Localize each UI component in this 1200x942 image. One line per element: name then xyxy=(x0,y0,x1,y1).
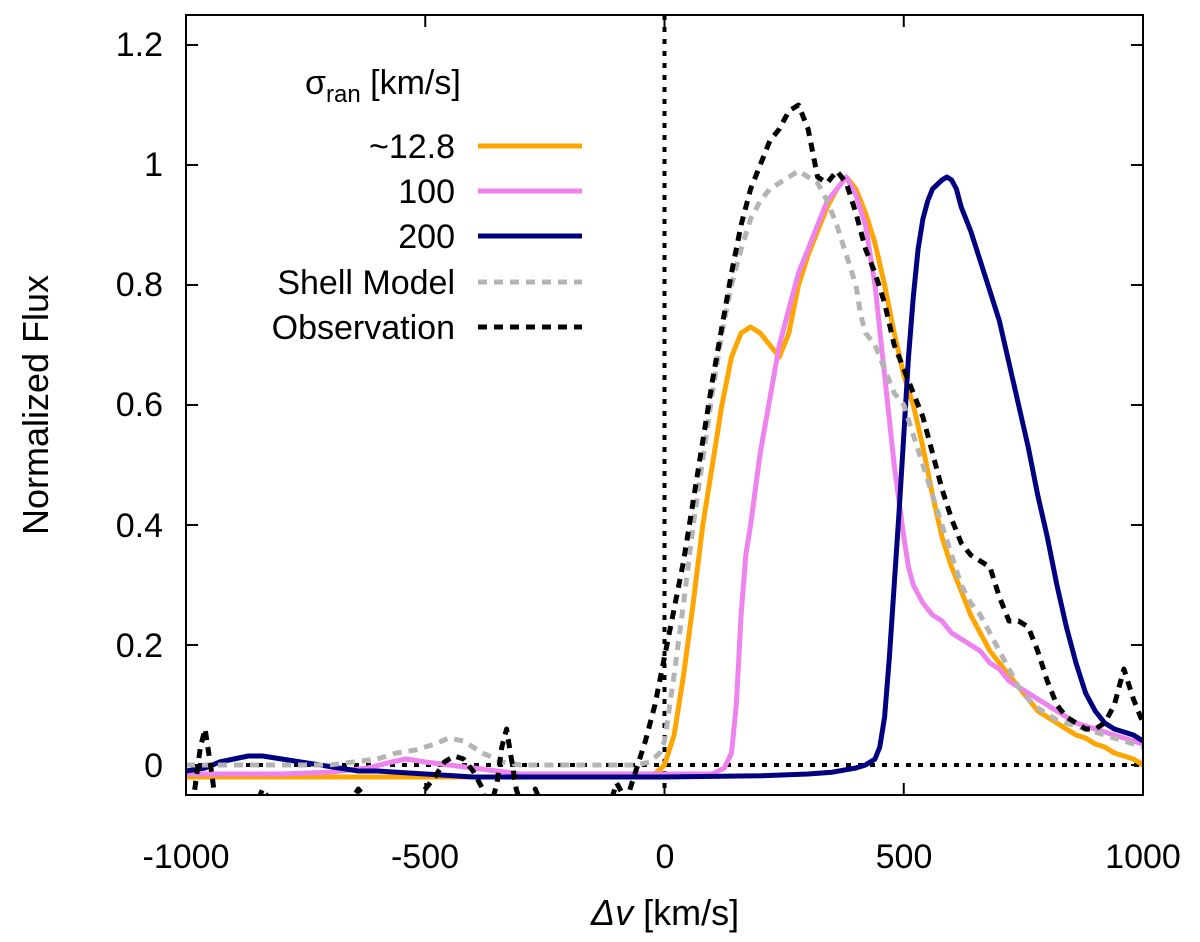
y-tick-label: 0.8 xyxy=(116,266,163,304)
y-axis-title: Normalized Flux xyxy=(15,275,56,535)
x-tick-labels: -1000 -500 0 500 1000 xyxy=(143,838,1181,876)
y-tick-label: 0.2 xyxy=(116,627,163,665)
series-line-12-8 xyxy=(186,174,1143,780)
series-line-observation xyxy=(191,102,1143,795)
y-tick-labels: 0 0.2 0.4 0.6 0.8 1 1.2 xyxy=(116,26,163,785)
legend-title-unit: [km/s] xyxy=(361,64,461,102)
legend: σran [km/s] ~12.8 100 200 Shell Model Ob… xyxy=(272,64,582,347)
x-tick-label: -1000 xyxy=(143,838,230,876)
x-axis-unit: [km/s] xyxy=(633,892,739,933)
y-tick-label: 0 xyxy=(144,747,163,785)
legend-title-subscript: ran xyxy=(326,81,361,108)
plot-area xyxy=(186,15,1143,795)
x-tick-label: 0 xyxy=(656,838,675,876)
legend-label: 100 xyxy=(398,173,455,211)
series-lines xyxy=(186,102,1143,795)
legend-title-symbol: σ xyxy=(305,64,326,102)
y-tick-label: 0.4 xyxy=(116,507,163,545)
legend-swatches xyxy=(478,143,582,330)
x-axis-symbol: Δv xyxy=(590,892,635,933)
x-tick-label: -500 xyxy=(391,838,459,876)
legend-label: Shell Model xyxy=(277,264,455,302)
y-tick-label: 1 xyxy=(144,146,163,184)
plot-frame xyxy=(185,14,1144,796)
x-tick-label: 1000 xyxy=(1105,838,1181,876)
y-tick-label: 1.2 xyxy=(116,26,163,64)
y-tick-label: 0.6 xyxy=(116,386,163,424)
series-line-200 xyxy=(186,174,1143,780)
legend-label: Observation xyxy=(272,309,455,347)
x-axis-title: Δv [km/s] xyxy=(590,892,739,933)
legend-title: σran [km/s] xyxy=(305,64,461,108)
legend-label: 200 xyxy=(398,218,455,256)
x-tick-label: 500 xyxy=(876,838,933,876)
series-line-100 xyxy=(186,174,1143,777)
legend-label: ~12.8 xyxy=(369,128,455,166)
